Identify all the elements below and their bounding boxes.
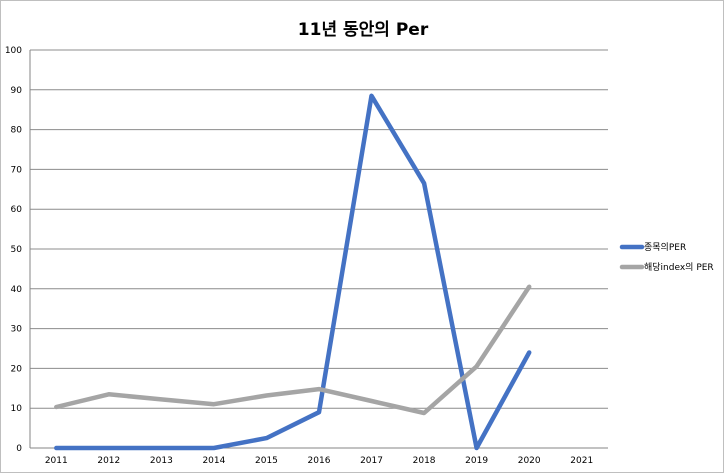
series-lines: [54, 93, 532, 451]
y-tick-label: 90: [11, 86, 23, 96]
y-tick-label: 0: [16, 444, 22, 454]
x-tick-label: 2021: [570, 456, 593, 466]
y-axis-ticks: 0 10 20 30 40 50 60 70 80 90 100: [5, 46, 22, 454]
y-tick-label: 10: [11, 404, 23, 414]
x-tick-label: 2013: [150, 456, 173, 466]
y-tick-label: 80: [11, 126, 23, 136]
y-tick-label: 30: [11, 325, 23, 335]
y-tick-label: 40: [11, 285, 23, 295]
y-tick-label: 70: [11, 165, 23, 175]
x-tick-label: 2019: [465, 456, 488, 466]
x-tick-label: 2012: [97, 456, 120, 466]
legend: 종목의PER 해당index의 PER: [619, 242, 714, 273]
series-line-1: [54, 93, 532, 451]
x-tick-label: 2015: [255, 456, 278, 466]
chart-title: 11년 동안의 Per: [297, 20, 429, 40]
series-line-2: [54, 284, 532, 416]
x-tick-label: 2020: [518, 456, 541, 466]
x-tick-label: 2011: [45, 456, 68, 466]
y-tick-label: 60: [11, 205, 23, 215]
x-tick-label: 2014: [202, 456, 225, 466]
x-tick-label: 2017: [360, 456, 383, 466]
x-axis-ticks: 2011 2012 2013 2014 2015 2016 2017 2018 2019 2020…: [45, 456, 593, 466]
y-tick-label: 50: [11, 245, 23, 255]
legend-label: 종목의PER: [644, 242, 686, 253]
y-tick-label: 20: [11, 364, 23, 374]
legend-label: 해당index의 PER: [644, 262, 714, 273]
x-tick-label: 2018: [413, 456, 436, 466]
y-tick-label: 100: [5, 46, 22, 56]
x-tick-label: 2016: [308, 456, 331, 466]
gridlines: [29, 49, 608, 449]
